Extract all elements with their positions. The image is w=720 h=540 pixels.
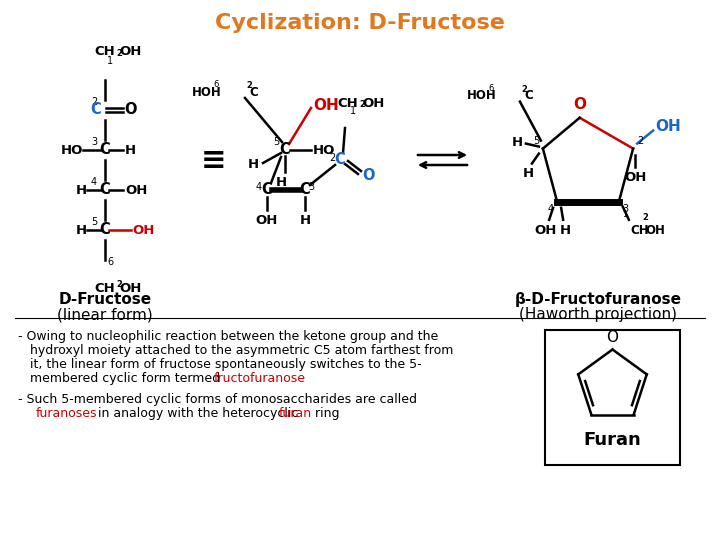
Text: OH: OH [125,184,148,197]
Text: O: O [573,97,586,112]
Text: C: C [524,89,533,102]
Text: OH: OH [256,214,278,227]
Text: H: H [76,184,87,197]
Text: 2: 2 [91,97,97,107]
Text: C: C [249,85,258,98]
Text: H: H [512,136,523,149]
Text: 2: 2 [329,153,335,163]
Text: HO: HO [313,144,336,157]
Bar [545,330,680,465]
Text: 2: 2 [116,49,122,58]
Text: O: O [124,103,137,118]
Text: C: C [300,183,310,198]
Text: H: H [125,144,136,157]
Text: HOH: HOH [467,89,497,102]
Text: C: C [279,143,290,158]
Text: 2: 2 [246,81,252,90]
Text: membered cyclic form termed: membered cyclic form termed [18,372,224,385]
Text: H: H [276,176,287,189]
Text: 2: 2 [521,85,527,93]
Text: OH: OH [313,98,338,112]
Text: - Owing to nucleophilic reaction between the ketone group and the: - Owing to nucleophilic reaction between… [18,330,438,343]
Text: OH: OH [646,224,666,237]
Text: 2: 2 [359,100,365,109]
Text: in analogy with the heterocyclic: in analogy with the heterocyclic [94,407,302,420]
Text: OH: OH [534,224,557,237]
Text: OH: OH [119,282,141,295]
Text: OH: OH [362,97,384,110]
Text: HO: HO [60,144,83,157]
Text: (Haworth projection): (Haworth projection) [519,307,677,322]
Text: 4: 4 [256,182,262,192]
Text: CH: CH [94,45,115,58]
Text: it, the linear form of fructose spontaneously switches to the 5-: it, the linear form of fructose spontane… [18,358,422,371]
Text: C: C [99,222,110,238]
Text: D-Fructose: D-Fructose [58,292,152,307]
Text: fructofuranose: fructofuranose [214,372,306,385]
Text: β-D-Fructofuranose: β-D-Fructofuranose [515,292,682,307]
Text: 1: 1 [350,106,356,116]
Text: CH: CH [94,282,115,295]
Text: OH: OH [119,45,141,58]
Text: C: C [261,183,272,198]
Text: furan: furan [279,407,312,420]
Text: hydroxyl moiety attached to the asymmetric C5 atom farthest from: hydroxyl moiety attached to the asymmetr… [18,344,454,357]
Text: 2: 2 [643,213,649,222]
Text: 6: 6 [107,257,113,267]
Text: H: H [76,224,87,237]
Text: 5: 5 [91,217,97,227]
Text: HOH: HOH [192,85,222,98]
Text: 6: 6 [488,84,494,92]
Text: H: H [300,214,310,227]
Text: 1: 1 [622,210,627,219]
Text: OH: OH [655,119,681,134]
Text: 6: 6 [214,80,219,89]
Text: 3: 3 [308,182,314,192]
Text: (linear form): (linear form) [57,307,153,322]
Text: 2: 2 [116,280,122,289]
Text: Furan: Furan [584,431,642,449]
Text: furanoses: furanoses [36,407,97,420]
Text: C: C [90,103,101,118]
Text: 3: 3 [622,204,628,214]
Text: ring: ring [311,407,340,420]
Text: OH: OH [624,171,647,184]
Text: 1: 1 [107,56,113,66]
Text: - Such 5-membered cyclic forms of monosaccharides are called: - Such 5-membered cyclic forms of monosa… [18,393,417,406]
Text: O: O [362,167,374,183]
Text: 4: 4 [91,177,97,187]
Text: O: O [606,329,618,345]
Text: C: C [99,143,110,158]
Text: C: C [99,183,110,198]
Text: CH: CH [631,224,649,237]
Text: H: H [559,224,571,237]
Text: 2: 2 [637,136,644,146]
Text: 5: 5 [534,136,540,146]
Text: H: H [522,166,534,180]
Text: H: H [248,159,259,172]
Text: Cyclization: D-Fructose: Cyclization: D-Fructose [215,13,505,33]
Text: OH: OH [132,224,154,237]
Text: C: C [335,152,346,167]
Text: 5: 5 [273,137,279,147]
Text: ≡: ≡ [200,145,226,174]
Text: 4: 4 [548,204,554,214]
Text: 3: 3 [91,137,97,147]
Text: CH: CH [338,97,359,110]
